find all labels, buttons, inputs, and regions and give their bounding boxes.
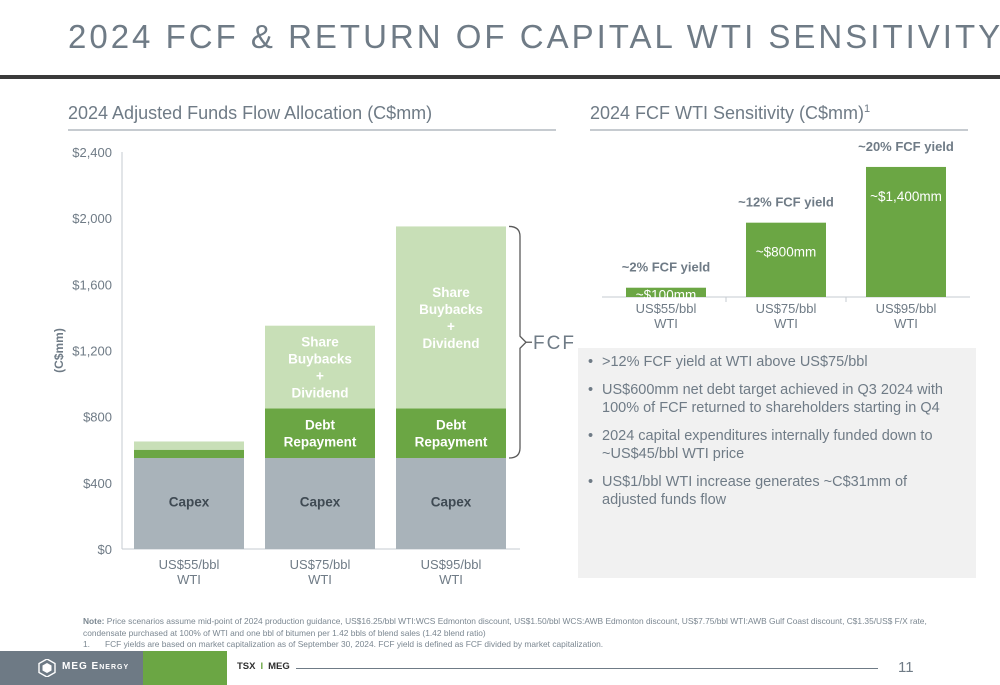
bar-segment-debt: [396, 408, 506, 459]
segment-label: Debt: [436, 418, 467, 433]
page-number: 11: [898, 659, 914, 676]
footnote-marker: 1: [864, 103, 871, 115]
x-tick-label: US$75/bbl: [756, 301, 817, 316]
bar-segment-capex: [134, 458, 244, 549]
segment-label: Share: [301, 335, 339, 350]
title-divider: [0, 75, 1000, 79]
fcf-bracket: [508, 225, 527, 459]
footnote-line: 1. FCF yields are based on market capital…: [83, 639, 943, 651]
segment-label: Repayment: [284, 435, 357, 450]
key-points-list: >12% FCF yield at WTI above US$75/bbl US$…: [578, 348, 976, 510]
key-points-panel: >12% FCF yield at WTI above US$75/bbl US$…: [578, 348, 976, 578]
ticker-symbol: TSX I MEG: [237, 661, 290, 672]
allocation-chart: $0 $400 $800 $1,200 $1,600 $2,000 $2,400 (C$mm)…: [52, 145, 576, 587]
segment-label: Repayment: [415, 435, 488, 450]
notes: Note: Price scenarios assume mid-point o…: [83, 616, 943, 651]
segment-label: Share: [432, 285, 470, 300]
note-text: Price scenarios assume mid-point of 2024…: [83, 616, 927, 638]
right-chart-title: 2024 FCF WTI Sensitivity (C$mm)1: [590, 103, 871, 123]
bar-segment-share: [396, 226, 506, 409]
bullet-item: US$600mm net debt target achieved in Q3 …: [588, 381, 962, 418]
bar-value-label: ~$100mm: [636, 288, 696, 303]
segment-label: Buybacks: [419, 302, 483, 317]
x-tick-label: WTI: [654, 316, 678, 331]
right-title-divider: [590, 129, 968, 131]
y-tick-label: $400: [83, 476, 112, 491]
segment-label: Debt: [305, 418, 336, 433]
footnote-number: 1.: [83, 639, 90, 649]
x-tick-label: US$55/bbl: [636, 301, 697, 316]
left-chart-title: 2024 Adjusted Funds Flow Allocation (C$m…: [68, 103, 433, 123]
company-logo-text: MEG Energy: [62, 661, 130, 672]
segment-label: +: [316, 369, 324, 384]
y-tick-label: $0: [98, 542, 112, 557]
bar-segment-capex: [265, 458, 375, 549]
x-tick-label: WTI: [308, 572, 332, 587]
x-tick-label: US$95/bbl: [421, 557, 482, 572]
bar-segment-debt: [134, 449, 244, 459]
bullet-item: US$1/bbl WTI increase generates ~C$31mm …: [588, 473, 962, 510]
footer-logo-area: [0, 651, 143, 685]
bar-value-label: ~$800mm: [756, 245, 816, 260]
y-tick-label: $1,200: [72, 344, 112, 359]
fcf-bar: [626, 287, 706, 297]
footer-accent: [143, 651, 227, 685]
bullet-item: >12% FCF yield at WTI above US$75/bbl: [588, 353, 962, 372]
segment-label: Buybacks: [288, 352, 352, 367]
footer-divider: [296, 668, 878, 669]
segment-label: Dividend: [422, 336, 479, 351]
x-tick-label: WTI: [774, 316, 798, 331]
segment-label: Capex: [300, 495, 341, 510]
page-title: 2024 FCF & RETURN OF CAPITAL WTI SENSITI…: [68, 18, 1000, 55]
x-tick-label: WTI: [439, 572, 463, 587]
bar-segment-capex: [396, 458, 506, 549]
fcf-bar: [866, 166, 946, 297]
fcf-yield-label: ~12% FCF yield: [738, 195, 834, 210]
segment-label: Capex: [169, 495, 210, 510]
fcf-label: FCF: [533, 333, 576, 354]
y-axis-label: (C$mm): [52, 328, 66, 373]
bar-segment-share: [265, 325, 375, 409]
left-title-divider: [68, 129, 556, 131]
y-tick-label: $2,400: [72, 145, 112, 160]
note-label: Note:: [83, 616, 105, 626]
x-tick-label: US$95/bbl: [876, 301, 937, 316]
note-line: Note: Price scenarios assume mid-point o…: [83, 616, 943, 639]
footnote-text: FCF yields are based on market capitaliz…: [105, 639, 604, 649]
bullet-item: 2024 capital expenditures internally fun…: [588, 427, 962, 464]
segment-label: Capex: [431, 495, 472, 510]
bar-value-label: ~$1,400mm: [870, 189, 942, 204]
bar-segment-debt: [265, 408, 375, 459]
x-tick-label: WTI: [894, 316, 918, 331]
meg-logo-icon: [38, 659, 56, 677]
fcf-bar: [746, 222, 826, 297]
x-tick-label: US$75/bbl: [290, 557, 351, 572]
segment-label: Dividend: [291, 386, 348, 401]
fcf-yield-label: ~2% FCF yield: [622, 260, 711, 275]
fcf-sensitivity-chart: ~$100mm~2% FCF yieldUS$55/bblWTI~$800mm~…: [602, 139, 970, 331]
y-tick-label: $1,600: [72, 277, 112, 292]
x-tick-label: WTI: [177, 572, 201, 587]
y-tick-label: $2,000: [72, 211, 112, 226]
x-tick-label: US$55/bbl: [159, 557, 220, 572]
bar-segment-share: [134, 441, 244, 450]
fcf-yield-label: ~20% FCF yield: [858, 139, 954, 154]
segment-label: +: [447, 319, 455, 334]
y-tick-label: $800: [83, 410, 112, 425]
